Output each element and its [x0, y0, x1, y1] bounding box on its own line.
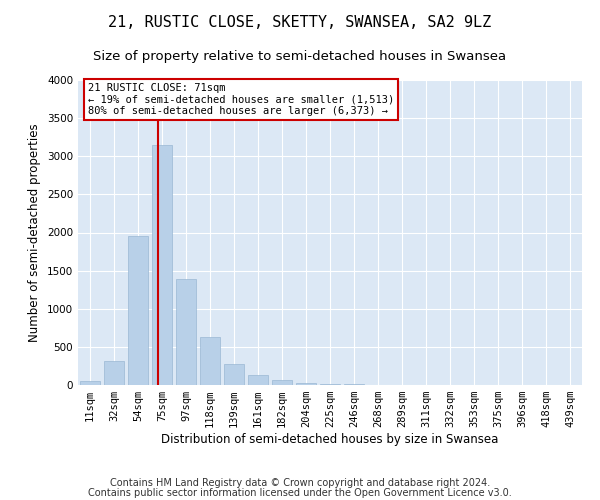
Text: 21 RUSTIC CLOSE: 71sqm
← 19% of semi-detached houses are smaller (1,513)
80% of : 21 RUSTIC CLOSE: 71sqm ← 19% of semi-det…	[88, 83, 394, 116]
Bar	[176, 279, 196, 385]
Bar	[128, 236, 148, 385]
Bar	[344, 384, 364, 385]
Bar	[224, 364, 244, 385]
Bar	[104, 362, 124, 385]
Bar	[296, 382, 316, 385]
Bar	[272, 380, 292, 385]
Text: Size of property relative to semi-detached houses in Swansea: Size of property relative to semi-detach…	[94, 50, 506, 63]
Bar	[152, 145, 172, 385]
Bar	[80, 381, 100, 385]
Text: Contains public sector information licensed under the Open Government Licence v3: Contains public sector information licen…	[88, 488, 512, 498]
Y-axis label: Number of semi-detached properties: Number of semi-detached properties	[28, 123, 41, 342]
Text: 21, RUSTIC CLOSE, SKETTY, SWANSEA, SA2 9LZ: 21, RUSTIC CLOSE, SKETTY, SWANSEA, SA2 9…	[109, 15, 491, 30]
Bar	[200, 337, 220, 385]
Text: Contains HM Land Registry data © Crown copyright and database right 2024.: Contains HM Land Registry data © Crown c…	[110, 478, 490, 488]
X-axis label: Distribution of semi-detached houses by size in Swansea: Distribution of semi-detached houses by …	[161, 433, 499, 446]
Bar	[248, 376, 268, 385]
Bar	[320, 384, 340, 385]
